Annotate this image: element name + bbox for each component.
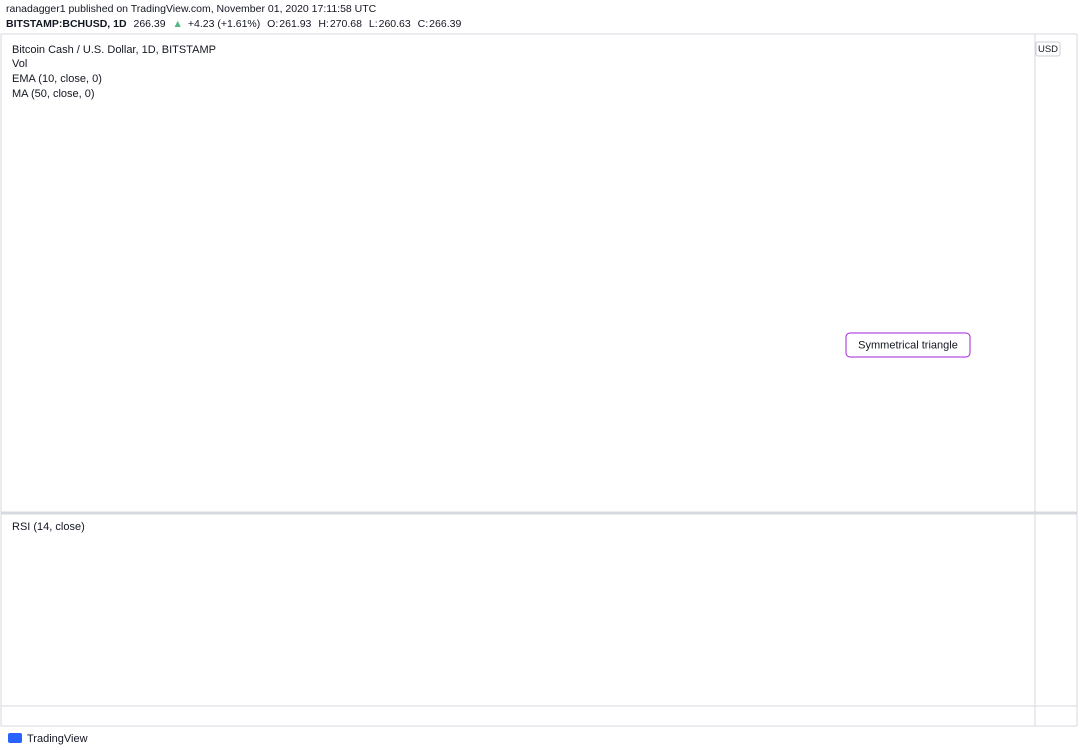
ohlc-h-key: H:: [318, 18, 329, 30]
change: +4.23 (+1.61%): [188, 18, 260, 30]
annotation-box: [845, 332, 971, 358]
symbol-line: BITSTAMP:BCHUSD, 1D 266.39 ▲ +4.23 (+1.6…: [6, 18, 461, 30]
ohlc-c: 266.39: [429, 18, 461, 30]
legend-ma: MA (50, close, 0): [12, 88, 95, 100]
ohlc-l: 260.63: [379, 18, 411, 30]
brand: TradingView: [27, 733, 88, 745]
ohlc-l-key: L:: [369, 18, 378, 30]
published-line: ranadagger1 published on TradingView.com…: [6, 3, 377, 15]
legend-rsi: RSI (14, close): [12, 521, 85, 533]
legend-ema: EMA (10, close, 0): [12, 73, 102, 85]
legend-title: Bitcoin Cash / U.S. Dollar, 1D, BITSTAMP: [12, 44, 216, 56]
ohlc-h: 270.68: [330, 18, 362, 30]
brand-logo: [8, 733, 22, 743]
ohlc-c-key: C:: [418, 18, 429, 30]
annotation: Symmetrical triangle: [858, 339, 958, 351]
legend-volume: Vol: [12, 58, 27, 70]
currency-box[interactable]: [1035, 41, 1061, 57]
change-arrow: ▲: [173, 18, 183, 30]
ohlc-o-key: O:: [267, 18, 278, 30]
symbol: BITSTAMP:BCHUSD, 1D: [6, 18, 127, 30]
frame: [0, 33, 1078, 727]
ohlc-o: 261.93: [279, 18, 311, 30]
currency: USD: [1038, 44, 1058, 55]
last-price: 266.39: [133, 18, 165, 30]
